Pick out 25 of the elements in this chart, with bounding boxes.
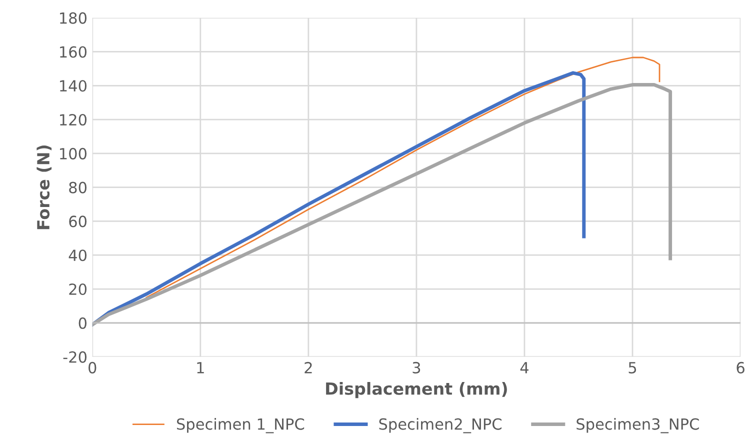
x-axis-title: Displacement (mm) xyxy=(326,382,507,398)
y-axis-title: Force (N) xyxy=(36,145,52,230)
y-tick-label: -20 xyxy=(63,351,87,363)
y-tick-label: 100 xyxy=(60,148,87,160)
x-tick-label: 0 xyxy=(88,362,96,374)
x-tick-label: 3 xyxy=(412,362,420,374)
y-tick-label: 20 xyxy=(69,283,87,296)
x-tick-label: 4 xyxy=(520,362,528,374)
legend-label: Specimen2_NPC xyxy=(379,418,502,434)
y-tick-label: 120 xyxy=(60,114,87,126)
line-series xyxy=(92,83,672,326)
x-tick-label: 6 xyxy=(736,362,744,374)
y-tick-label: 160 xyxy=(60,46,87,58)
line-series xyxy=(146,56,660,298)
y-tick-label: 0 xyxy=(78,317,87,329)
x-tick-label: 1 xyxy=(197,362,204,374)
y-tick-label: 80 xyxy=(69,182,87,194)
y-tick-label: 180 xyxy=(60,12,87,24)
x-tick-label: 5 xyxy=(628,362,636,374)
y-tick-label: 140 xyxy=(60,80,87,92)
y-tick-label: 60 xyxy=(69,216,87,228)
x-tick-label: 2 xyxy=(304,362,312,374)
legend-label: Specimen 1_NPC xyxy=(176,418,304,434)
y-tick-label: 40 xyxy=(68,250,87,262)
legend-label: Specimen3_NPC xyxy=(576,418,699,434)
